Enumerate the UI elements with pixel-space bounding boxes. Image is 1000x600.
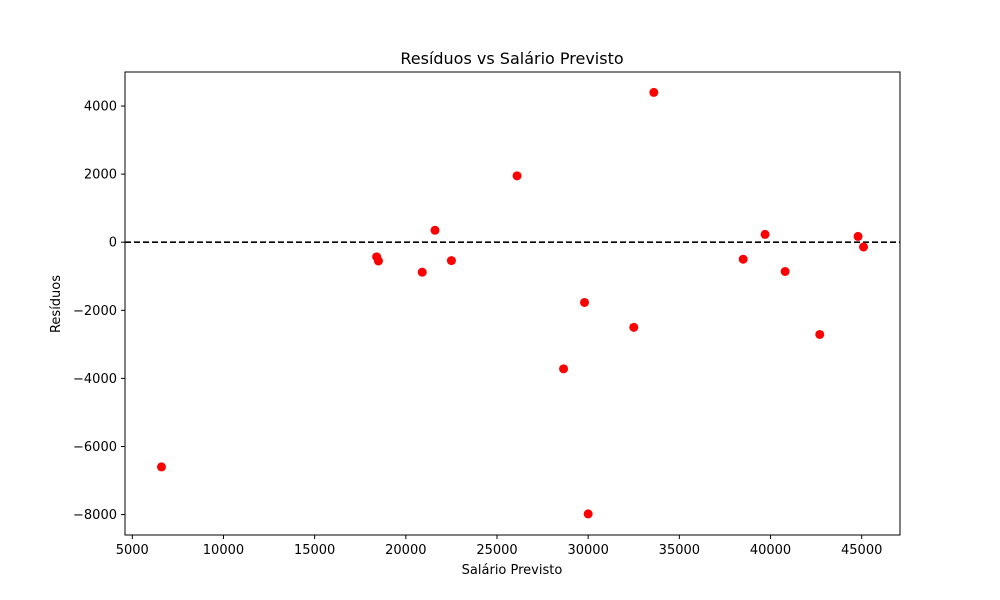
data-point (417, 267, 427, 277)
x-tick-label: 30000 (567, 543, 608, 558)
data-point (780, 266, 790, 276)
data-point (859, 242, 869, 252)
y-tick-label: −6000 (73, 440, 117, 455)
data-point (738, 254, 748, 264)
y-tick-label: 4000 (84, 100, 117, 115)
x-tick-label: 45000 (841, 543, 882, 558)
data-point (559, 364, 569, 374)
y-tick-label: 0 (109, 236, 117, 251)
y-tick-label: −8000 (73, 508, 117, 523)
data-points (156, 87, 869, 519)
y-axis-label: Resíduos (49, 275, 64, 333)
plot-frame (124, 71, 901, 536)
data-point (815, 329, 825, 339)
x-tick-label: 15000 (294, 543, 335, 558)
data-point (760, 229, 770, 239)
data-point (580, 297, 590, 307)
y-tick-label: 2000 (84, 168, 117, 183)
x-tick-label: 40000 (750, 543, 791, 558)
plot-area (124, 71, 901, 536)
x-axis-label: Salário Previsto (462, 563, 563, 578)
y-tick-label: −4000 (73, 372, 117, 387)
data-point (583, 509, 593, 519)
y-axis: −8000 −6000 −4000 −2000 0 2000 4000 (73, 100, 125, 523)
x-tick-label: 25000 (476, 543, 517, 558)
x-tick-label: 10000 (203, 543, 244, 558)
data-point (853, 231, 863, 241)
data-point (649, 87, 659, 97)
x-tick-label: 5000 (116, 543, 149, 558)
data-point (430, 225, 440, 235)
data-point (156, 462, 166, 472)
chart-title: Resíduos vs Salário Previsto (400, 49, 623, 68)
data-point (446, 256, 456, 266)
y-tick-label: −2000 (73, 304, 117, 319)
x-tick-label: 35000 (659, 543, 700, 558)
data-point (629, 322, 639, 332)
x-tick-label: 20000 (385, 543, 426, 558)
data-point (373, 256, 383, 266)
x-axis: 5000 10000 15000 20000 25000 30000 35000 40000 4… (116, 535, 882, 558)
data-point (512, 171, 522, 181)
